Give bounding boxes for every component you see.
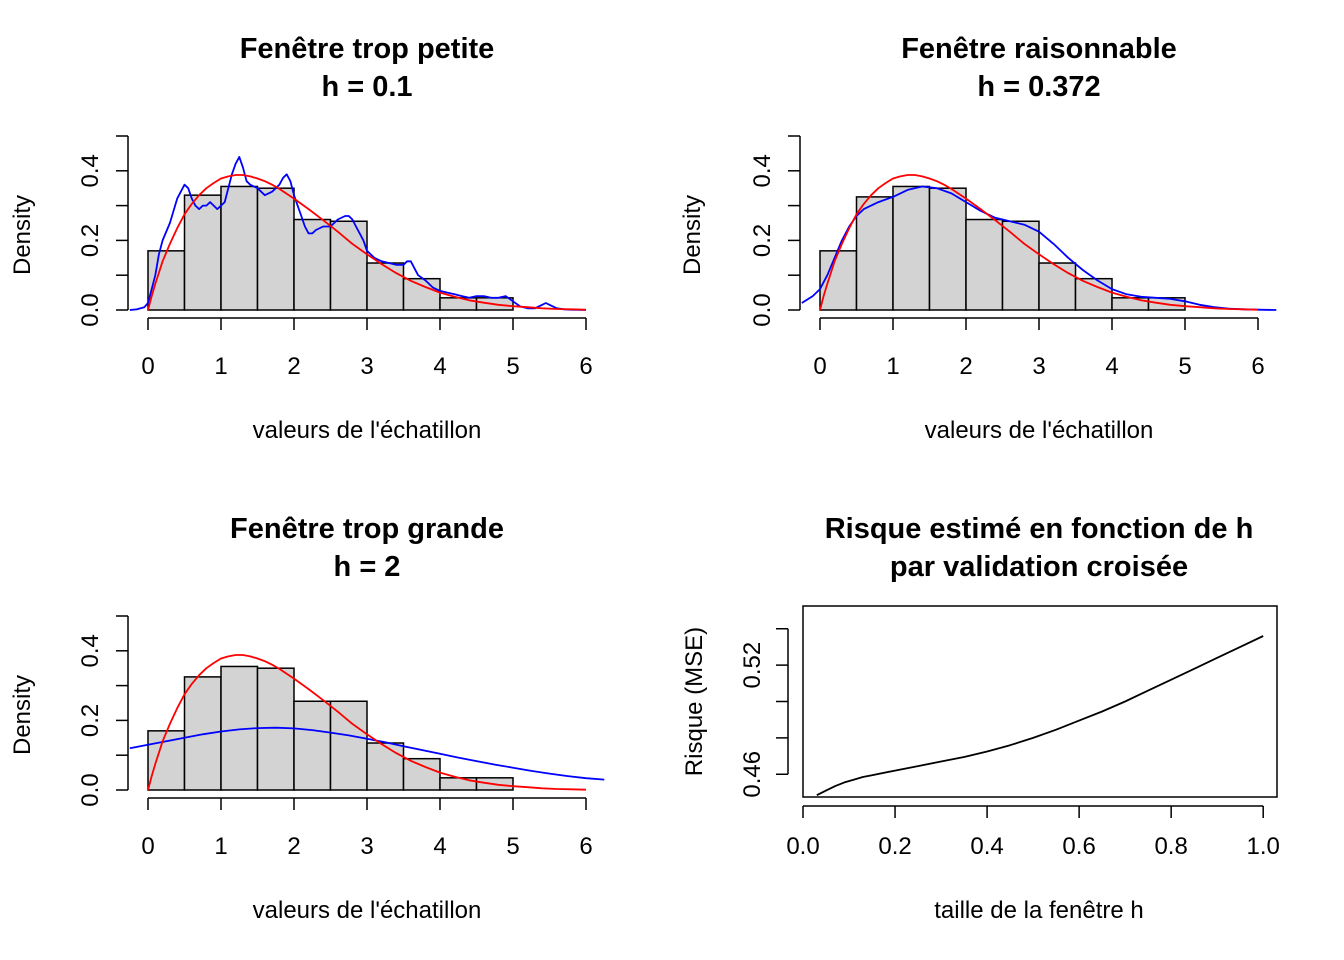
histogram-bar <box>293 218 332 311</box>
y-tick-label: 0.2 <box>77 704 104 737</box>
x-tick-label: 6 <box>1251 353 1264 380</box>
histogram-bar <box>892 185 931 311</box>
panel-title-line1: Risque estimé en fonction de h <box>825 513 1254 545</box>
panel-title-line2: h = 2 <box>334 551 401 583</box>
x-tick-label: 4 <box>433 353 446 380</box>
panel-title-line2: h = 0.1 <box>321 71 412 103</box>
histogram-bar <box>256 187 295 311</box>
panel-title-line2: par validation croisée <box>890 551 1188 583</box>
y-tick-label: 0.4 <box>749 154 776 187</box>
x-tick-label: 1 <box>214 353 227 380</box>
x-tick-label: 0.2 <box>878 833 911 860</box>
panel-risk: Risque estimé en fonction de h par valida… <box>681 513 1280 924</box>
x-axis-label: taille de la fenêtre h <box>934 897 1143 924</box>
x-tick-label: 3 <box>1032 353 1045 380</box>
x-tick-label: 0.6 <box>1062 833 1095 860</box>
histogram-bar <box>366 742 405 791</box>
histogram-bar <box>329 700 368 791</box>
x-tick-label: 2 <box>287 833 300 860</box>
x-tick-label: 5 <box>506 353 519 380</box>
x-axis-label: valeurs de l'échatillon <box>925 417 1154 444</box>
y-tick-label: 0.0 <box>749 293 776 326</box>
panel-title-line1: Fenêtre raisonnable <box>901 33 1177 65</box>
x-tick-label: 2 <box>287 353 300 380</box>
x-tick-label: 0 <box>141 353 154 380</box>
y-axis-label: Density <box>9 675 36 755</box>
x-tick-label: 5 <box>1178 353 1191 380</box>
x-tick-label: 1 <box>886 353 899 380</box>
x-tick-label: 2 <box>959 353 972 380</box>
x-tick-label: 0 <box>813 353 826 380</box>
histogram <box>819 185 1186 311</box>
histogram-bar <box>439 777 478 791</box>
x-tick-label: 6 <box>579 353 592 380</box>
kernel-density-curve <box>129 155 587 311</box>
histogram <box>147 185 514 311</box>
histogram-bar <box>402 277 441 311</box>
y-tick-label: 0.4 <box>77 634 104 667</box>
y-axis-label: Density <box>9 195 36 275</box>
x-axis-label: valeurs de l'échatillon <box>253 897 482 924</box>
x-tick-label: 0.4 <box>970 833 1003 860</box>
x-tick-label: 1.0 <box>1247 833 1280 860</box>
x-tick-label: 0.0 <box>786 833 819 860</box>
x-tick-label: 5 <box>506 833 519 860</box>
y-axis-label: Risque (MSE) <box>681 627 708 776</box>
histogram-bar <box>1001 220 1040 311</box>
histogram-bar <box>183 194 222 311</box>
plot-frame <box>802 605 1278 798</box>
panel-title-line1: Fenêtre trop grande <box>230 513 504 545</box>
histogram-bar <box>965 218 1004 311</box>
x-tick-label: 6 <box>579 833 592 860</box>
y-tick-label: 0.2 <box>77 224 104 257</box>
histogram-bar <box>256 667 295 791</box>
x-tick-label: 0 <box>141 833 154 860</box>
histogram-bar <box>855 196 894 311</box>
true-density-curve <box>147 174 587 311</box>
histogram-bar <box>1111 297 1150 311</box>
y-tick-label: 0.0 <box>77 293 104 326</box>
histogram-bar <box>1038 262 1077 311</box>
y-axis-label: Density <box>679 195 706 275</box>
histogram-bar <box>928 187 967 311</box>
histogram-bar <box>220 185 259 311</box>
x-tick-label: 3 <box>360 833 373 860</box>
true-density-curve <box>147 654 587 791</box>
panel-title-line2: h = 0.372 <box>977 71 1100 103</box>
histogram-bar <box>329 220 368 311</box>
y-tick-label: 0.52 <box>739 642 766 689</box>
y-tick-label: 0.46 <box>739 751 766 798</box>
x-tick-label: 0.8 <box>1154 833 1187 860</box>
histogram-bar <box>402 757 441 791</box>
x-tick-label: 4 <box>1105 353 1118 380</box>
kernel-density-curve <box>129 726 605 781</box>
y-tick-label: 0.0 <box>77 773 104 806</box>
panel-title-line1: Fenêtre trop petite <box>240 33 495 65</box>
histogram-bar <box>293 700 332 791</box>
x-axis-label: valeurs de l'échatillon <box>253 417 482 444</box>
x-tick-label: 4 <box>433 833 446 860</box>
x-tick-label: 3 <box>360 353 373 380</box>
x-tick-label: 1 <box>214 833 227 860</box>
risk-curve <box>816 635 1264 797</box>
panel-large: Fenêtre trop grande h = 2 valeurs de l'éch… <box>9 513 605 924</box>
histogram-bar <box>1074 277 1113 311</box>
y-tick-label: 0.4 <box>77 154 104 187</box>
histogram-bar <box>439 297 478 311</box>
y-tick-label: 0.2 <box>749 224 776 257</box>
panel-reasonable: Fenêtre raisonnable h = 0.372 valeurs de l… <box>679 33 1277 444</box>
histogram-bar <box>366 262 405 311</box>
histogram <box>147 665 514 791</box>
true-density-curve <box>819 174 1259 311</box>
panel-small: Fenêtre trop petite h = 0.1 valeurs de l'é… <box>9 33 593 444</box>
